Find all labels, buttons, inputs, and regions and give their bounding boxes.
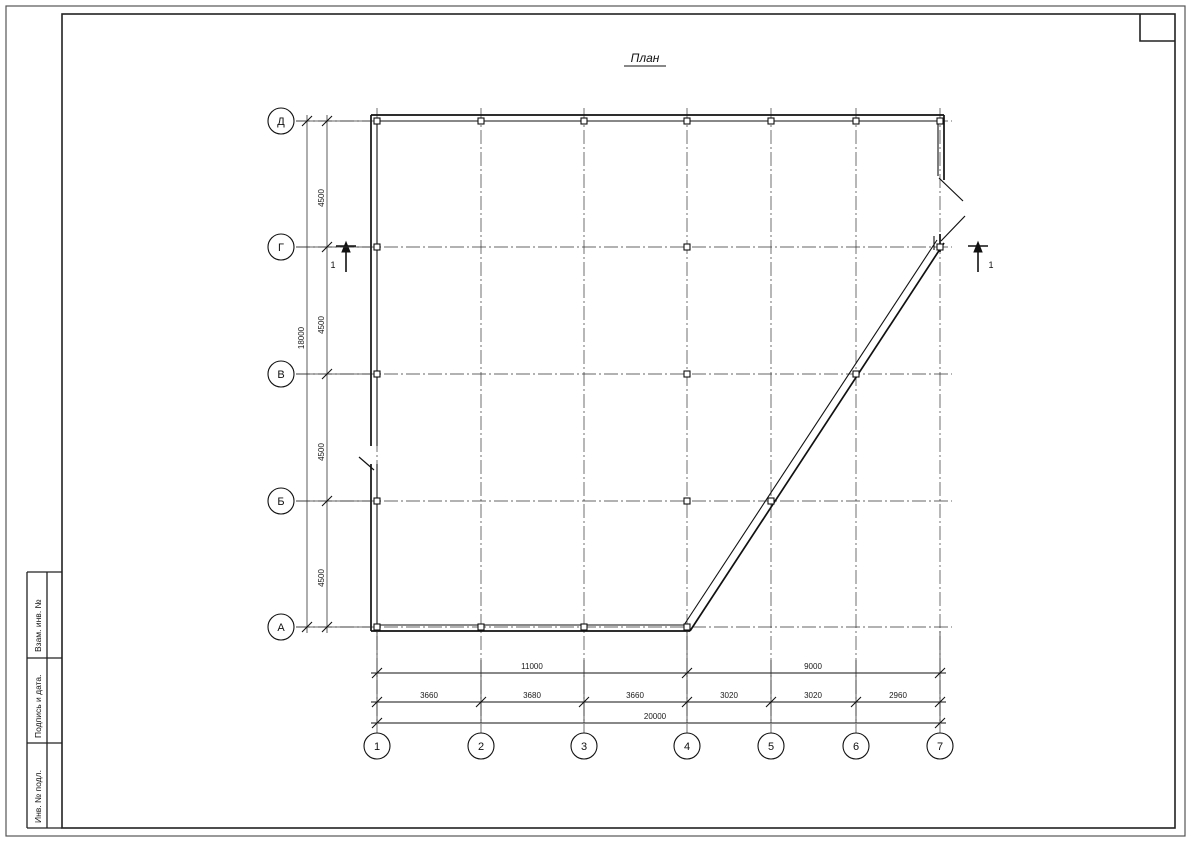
axis-bubble-label-b: Б bbox=[277, 496, 284, 508]
building-walls bbox=[370, 114, 945, 632]
axis-bubble-label-v: В bbox=[277, 369, 284, 381]
section-mark-right-label: 1 bbox=[988, 260, 993, 270]
axis-bubble-label-3: 3 bbox=[581, 741, 587, 753]
axis-bubble-g[interactable]: Г bbox=[267, 233, 295, 261]
axis-bubbles-numbers: 1 2 3 4 5 6 7 bbox=[363, 732, 954, 760]
bottom-chain-upper: 11000 9000 bbox=[371, 662, 946, 679]
dim-left-4: 4500 bbox=[317, 569, 326, 587]
axis-bubble-label-1: 1 bbox=[374, 741, 380, 753]
door-swings bbox=[358, 177, 966, 471]
stamp-label-0: Взам. инв. № bbox=[33, 599, 43, 652]
axis-bubble-d[interactable]: Д bbox=[267, 107, 295, 135]
axis-bubble-label-4: 4 bbox=[684, 741, 690, 753]
axis-bubble-label-d: Д bbox=[277, 116, 285, 128]
section-mark-left: 1 bbox=[330, 240, 356, 272]
dim-left-1: 4500 bbox=[317, 189, 326, 207]
axis-bubble-4[interactable]: 4 bbox=[673, 732, 701, 760]
section-mark-left-label: 1 bbox=[330, 260, 335, 270]
axis-bubble-6[interactable]: 6 bbox=[842, 732, 870, 760]
dim-bottom-upper-2: 9000 bbox=[804, 662, 822, 671]
section-mark-right: 1 bbox=[968, 240, 994, 272]
axis-bubble-label-a: А bbox=[277, 622, 285, 634]
axis-bubble-1[interactable]: 1 bbox=[363, 732, 391, 760]
axis-bubble-7[interactable]: 7 bbox=[926, 732, 954, 760]
left-dimension-chains bbox=[296, 115, 371, 633]
axis-bubble-v[interactable]: В bbox=[267, 360, 295, 388]
drawing-title-group: План bbox=[624, 51, 666, 67]
column-markers bbox=[373, 117, 944, 631]
dim-bottom-bay-3: 3660 bbox=[626, 691, 644, 700]
dim-left-3: 4500 bbox=[317, 443, 326, 461]
grid-axis-lines bbox=[296, 108, 952, 737]
dim-bottom-bay-5: 3020 bbox=[804, 691, 822, 700]
axis-bubble-a[interactable]: А bbox=[267, 613, 295, 641]
title-block-stamp: Взам. инв. № Подпись и дата. Инв. № подл… bbox=[26, 571, 62, 829]
dim-bottom-upper-1: 11000 bbox=[521, 662, 543, 671]
frame-corner-notch bbox=[1139, 14, 1175, 42]
axis-bubble-label-7: 7 bbox=[937, 741, 943, 753]
axis-bubble-label-5: 5 bbox=[768, 741, 774, 753]
dim-bottom-bay-6: 2960 bbox=[889, 691, 907, 700]
stamp-label-1: Подпись и дата. bbox=[33, 675, 43, 739]
axis-bubble-label-6: 6 bbox=[853, 741, 859, 753]
dim-left-2: 4500 bbox=[317, 316, 326, 334]
left-dimension-values: 4500 4500 4500 4500 18000 bbox=[297, 189, 326, 587]
dim-bottom-bay-4: 3020 bbox=[720, 691, 738, 700]
dim-left-total: 18000 bbox=[297, 326, 306, 349]
bottom-dimension-extension-lines bbox=[376, 631, 941, 723]
bottom-chain-middle: 3660 3680 3660 3020 3020 2960 bbox=[371, 691, 946, 708]
dim-bottom-total: 20000 bbox=[644, 712, 667, 721]
axis-bubble-label-g: Г bbox=[278, 242, 284, 254]
left-dimension-ticks bbox=[301, 115, 333, 633]
axis-bubble-5[interactable]: 5 bbox=[757, 732, 785, 760]
axis-bubble-2[interactable]: 2 bbox=[467, 732, 495, 760]
dim-bottom-bay-1: 3660 bbox=[420, 691, 438, 700]
axis-bubble-b[interactable]: Б bbox=[267, 487, 295, 515]
page-title: План bbox=[631, 51, 660, 65]
axis-bubble-label-2: 2 bbox=[478, 741, 484, 753]
axis-bubbles-letters: Д Г В Б А bbox=[267, 107, 295, 641]
axis-bubble-3[interactable]: 3 bbox=[570, 732, 598, 760]
sheet-frame bbox=[5, 5, 1186, 837]
bottom-chain-total: 20000 bbox=[371, 712, 946, 729]
stamp-label-2: Инв. № подл. bbox=[33, 770, 43, 823]
dim-bottom-bay-2: 3680 bbox=[523, 691, 541, 700]
